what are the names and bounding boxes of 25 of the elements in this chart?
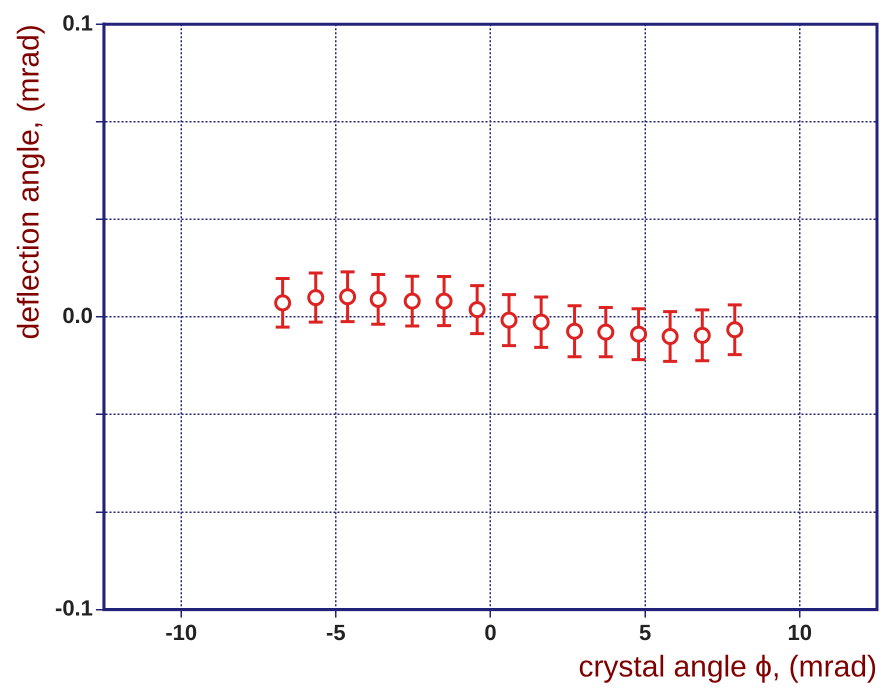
y-tick-label: 0.1 [62,10,93,36]
point [339,288,356,306]
point [468,301,486,318]
point [630,326,648,343]
x-tick-label: 10 [787,620,812,645]
point [662,328,679,346]
point [370,290,387,308]
x-tick-label: 0 [484,620,497,645]
y-axis-title: deflection angle, (mrad) [12,24,46,340]
point [404,292,421,310]
point [566,322,584,340]
point [500,312,518,329]
point [726,321,744,338]
point [694,326,711,344]
y-tick-label: -0.1 [54,596,93,621]
point [597,324,614,341]
point [532,314,550,331]
x-axis-title: crystal angle ϕ, (mrad) [578,650,877,684]
point [274,294,292,312]
x-tick-label: -5 [326,620,346,645]
x-tick-label: 5 [638,620,652,645]
y-tick-label: 0.0 [62,302,93,328]
point [307,289,324,306]
x-tick-label: -10 [165,620,198,645]
point [436,292,453,310]
